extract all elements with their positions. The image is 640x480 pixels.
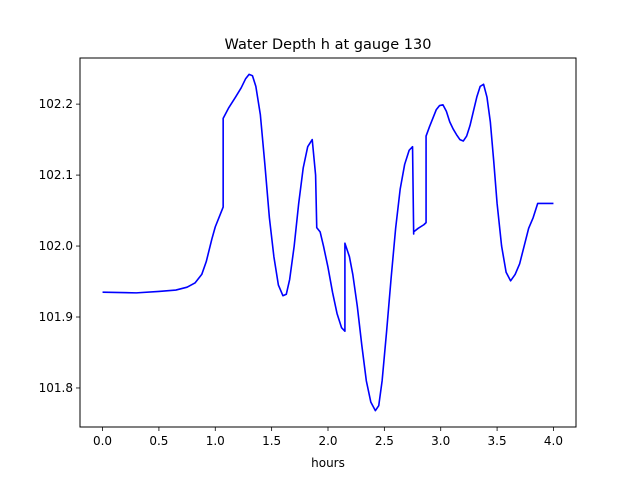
y-tick-label: 101.9 (39, 310, 73, 324)
plot-area (102, 73, 554, 412)
x-tick-label: 1.5 (262, 434, 281, 448)
y-tick-label: 101.8 (39, 381, 73, 395)
x-tick-label: 1.0 (206, 434, 225, 448)
y-axis: 101.8 101.9 102.0 102.1 102.2 (39, 97, 80, 395)
x-axis-label: hours (311, 456, 345, 470)
x-tick-label: 0.0 (93, 434, 112, 448)
x-tick-label: 4.0 (544, 434, 563, 448)
x-tick-label: 3.0 (431, 434, 450, 448)
y-tick-label: 102.2 (39, 97, 73, 111)
x-tick-label: 2.0 (318, 434, 337, 448)
x-tick-label: 2.5 (375, 434, 394, 448)
chart-title: Water Depth h at gauge 130 (225, 37, 432, 53)
series-line-0 (102, 73, 554, 412)
x-tick-label: 3.5 (488, 434, 507, 448)
y-tick-label: 102.1 (39, 168, 73, 182)
x-tick-label: 0.5 (149, 434, 168, 448)
x-axis: 0.0 0.5 1.0 1.5 2.0 2.5 3.0 3.5 4.0 (93, 427, 563, 448)
y-tick-label: 102.0 (39, 239, 73, 253)
